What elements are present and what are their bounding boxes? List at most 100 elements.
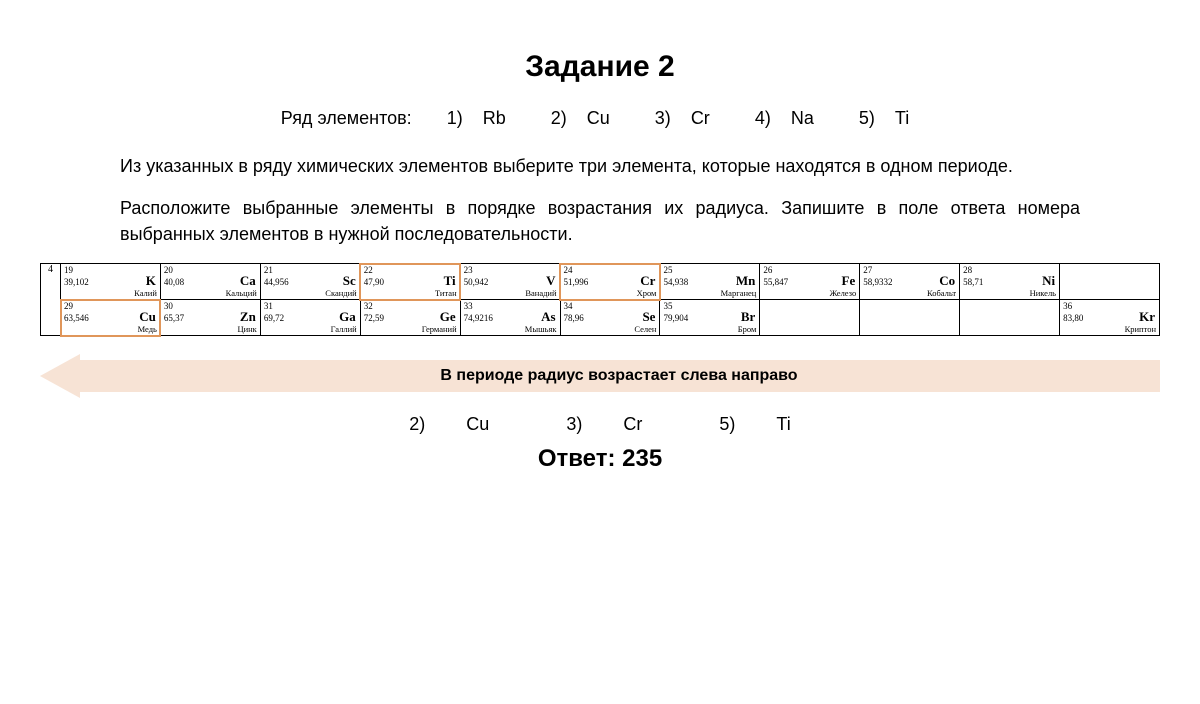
element-cell-Cr: 24 Cr 51,996 Хром [560, 264, 660, 300]
element-symbol: Br [741, 309, 755, 325]
answer-line: Ответ: 235 [120, 445, 1080, 473]
answer-value: 235 [622, 445, 662, 472]
atomic-number: 29 [64, 301, 73, 311]
atomic-number: 22 [364, 265, 373, 275]
empty-cell [860, 300, 960, 336]
answer-label: Ответ: [538, 445, 616, 472]
element-name: Медь [138, 324, 157, 334]
atomic-mass: 69,72 [264, 313, 284, 323]
element-symbol: K [146, 273, 156, 289]
atomic-number: 32 [364, 301, 373, 311]
element-name: Германий [422, 324, 457, 334]
element-symbol: As [541, 309, 555, 325]
selected-3: 5) Ti [701, 414, 808, 434]
periodic-table-fragment: 419K39,102Калий20Ca40,08Кальций21Sc44,95… [40, 263, 1160, 336]
period-number: 4 [41, 264, 61, 336]
element-name: Ванадий [525, 288, 556, 298]
atomic-mass: 72,59 [364, 313, 384, 323]
selected-1: 2) Cu [391, 414, 507, 434]
element-symbol: Co [939, 273, 955, 289]
atomic-number: 31 [264, 301, 273, 311]
element-symbol: Cr [640, 273, 655, 289]
atomic-number: 30 [164, 301, 173, 311]
empty-cell [760, 300, 860, 336]
atomic-mass: 51,996 [564, 277, 589, 287]
atomic-number: 28 [963, 265, 972, 275]
element-symbol: Se [642, 309, 655, 325]
element-name: Цинк [237, 324, 256, 334]
element-option-4: 4)Na [745, 108, 824, 128]
atomic-mass: 79,904 [663, 313, 688, 323]
element-cell-Ti: 22Ti47,90Титан [360, 264, 460, 300]
atomic-mass: 47,90 [364, 277, 384, 287]
element-name: Селен [634, 324, 656, 334]
atomic-number: 23 [464, 265, 473, 275]
element-symbol: Ti [444, 273, 456, 289]
element-option-3: 3)Cr [645, 108, 720, 128]
task-paragraph-2: Расположите выбранные элементы в порядке… [120, 195, 1080, 247]
element-cell-Cu: 29Cu63,546Медь [61, 300, 161, 336]
page-content: Задание 2 Ряд элементов: 1)Rb 2)Cu 3)Cr … [0, 0, 1200, 473]
atomic-number: 27 [863, 265, 872, 275]
atomic-number: 33 [464, 301, 473, 311]
element-symbol: Ge [440, 309, 456, 325]
element-name: Кальций [226, 288, 257, 298]
atomic-mass: 83,80 [1063, 313, 1083, 323]
element-cell-Ca: 20 Ca 40,08 Кальций [160, 264, 260, 300]
element-name: Мышьяк [525, 324, 557, 334]
atomic-mass: 50,942 [464, 277, 489, 287]
direction-arrow: В периоде радиус возрастает слева направ… [40, 354, 1160, 398]
arrow-label: В периоде радиус возрастает слева направ… [78, 360, 1160, 392]
element-name: Бром [738, 324, 757, 334]
elements-prefix: Ряд элементов: [281, 108, 412, 128]
atomic-mass: 58,71 [963, 277, 983, 287]
element-name: Галлий [331, 324, 357, 334]
element-option-1: 1)Rb [437, 108, 516, 128]
element-symbol: Mn [736, 273, 756, 289]
element-symbol: Fe [842, 273, 856, 289]
element-cell-K: 19 K 39,102 Калий [61, 264, 161, 300]
element-name: Марганец [721, 288, 757, 298]
atomic-mass: 74,9216 [464, 313, 493, 323]
atomic-mass: 63,546 [64, 313, 89, 323]
atomic-mass: 40,08 [164, 277, 184, 287]
elements-list-row: Ряд элементов: 1)Rb 2)Cu 3)Cr 4)Na 5)Ti [120, 108, 1080, 129]
atomic-number: 24 [564, 265, 573, 275]
element-name: Кобальт [927, 288, 956, 298]
atomic-number: 19 [64, 265, 73, 275]
atomic-mass: 44,956 [264, 277, 289, 287]
empty-cell [960, 300, 1060, 336]
element-cell-Zn: 30Zn65,37Цинк [160, 300, 260, 336]
element-name: Железо [830, 288, 857, 298]
element-cell-Br: 35 Br 79,904 Бром [660, 300, 760, 336]
task-title: Задание 2 [120, 50, 1080, 84]
atomic-number: 20 [164, 265, 173, 275]
element-cell-Se: 34Se78,96Селен [560, 300, 660, 336]
element-cell-Kr: 36Kr83,80Криптон [1060, 300, 1160, 336]
element-option-2: 2)Cu [541, 108, 620, 128]
atomic-number: 34 [564, 301, 573, 311]
element-symbol: Zn [240, 309, 256, 325]
atomic-number: 35 [663, 301, 672, 311]
atomic-mass: 39,102 [64, 277, 89, 287]
element-cell-Mn: 25Mn54,938Марганец [660, 264, 760, 300]
element-name: Калий [134, 288, 157, 298]
element-name: Хром [637, 288, 657, 298]
atomic-number: 26 [763, 265, 772, 275]
element-cell-Co: 27 Co 58,9332 Кобальт [860, 264, 960, 300]
element-symbol: V [546, 273, 555, 289]
element-symbol: Ga [339, 309, 356, 325]
selected-elements-row: 2) Cu 3) Cr 5) Ti [120, 414, 1080, 435]
selected-2: 3) Cr [548, 414, 660, 434]
atomic-mass: 58,9332 [863, 277, 892, 287]
element-symbol: Ni [1042, 273, 1055, 289]
element-cell-V: 23 V 50,942 Ванадий [460, 264, 560, 300]
element-cell-Ge: 32 Ge 72,59 Германий [360, 300, 460, 336]
element-option-5: 5)Ti [849, 108, 919, 128]
arrow-head-icon [40, 354, 80, 398]
element-symbol: Ca [240, 273, 256, 289]
element-symbol: Sc [343, 273, 356, 289]
atomic-mass: 54,938 [663, 277, 688, 287]
element-symbol: Kr [1139, 309, 1155, 325]
atomic-mass: 55,847 [763, 277, 788, 287]
